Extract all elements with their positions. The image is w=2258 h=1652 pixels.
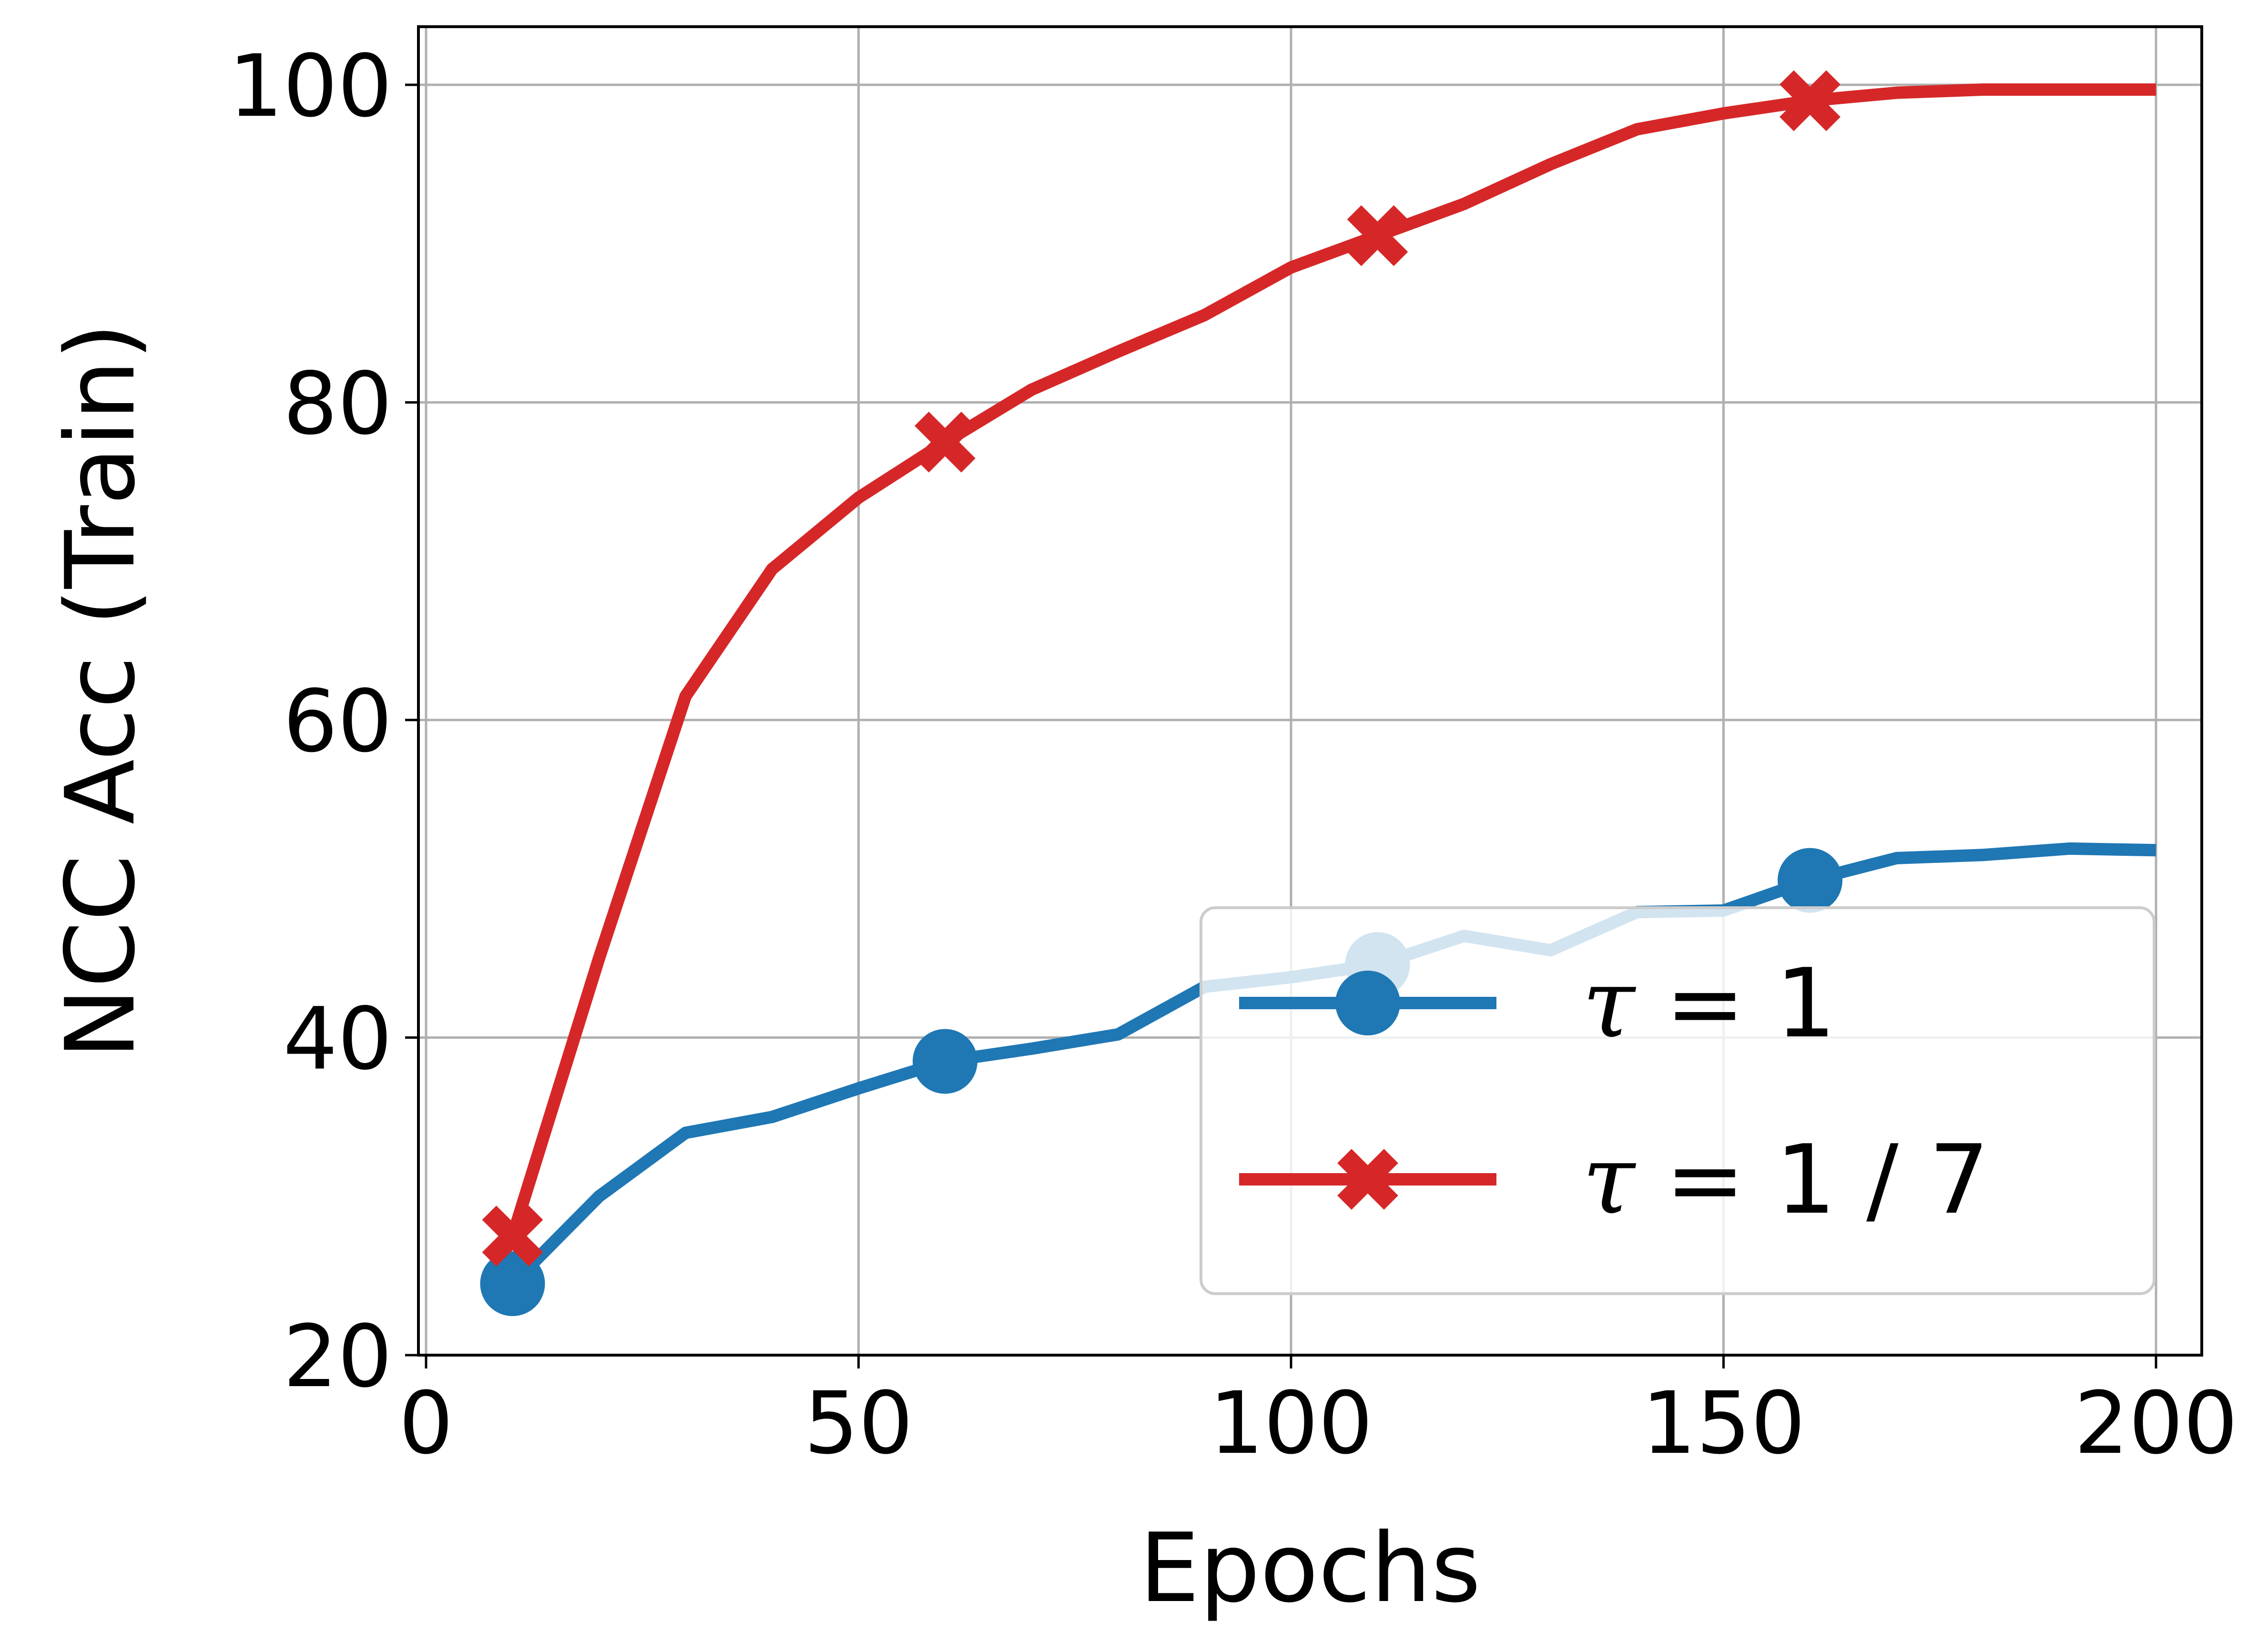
- y-tick-label: 100: [228, 37, 392, 136]
- series-marker-x: [1780, 70, 1841, 132]
- series-line: [507, 83, 2156, 1238]
- series-marker-x: [1337, 1149, 1398, 1210]
- y-tick-label: 40: [283, 990, 392, 1089]
- legend-label: τ = 1: [1582, 948, 1836, 1059]
- legend-entry-2: τ = 1 / 7: [1239, 1125, 1989, 1236]
- legend-label-value: = 1: [1635, 948, 1836, 1059]
- y-tick-label: 80: [283, 355, 392, 454]
- axis-ticks: 0 50 100 150 200 20 40 60 80 100: [228, 37, 2238, 1473]
- y-tick-label: 60: [283, 672, 392, 771]
- x-tick-label: 150: [1642, 1374, 1806, 1473]
- legend: τ = 1τ = 1 / 7: [1200, 906, 2156, 1295]
- series-marker-circle: [1335, 971, 1400, 1035]
- legend-entry-1: τ = 1: [1239, 948, 1836, 1059]
- series-1: [480, 842, 2156, 1317]
- y-axis-title: NCC Acc (Train): [45, 323, 156, 1059]
- legend-tau-symbol: τ: [1582, 948, 1637, 1059]
- x-axis-title: Epochs: [1139, 1513, 1481, 1624]
- series-marker-circle: [480, 1251, 545, 1317]
- x-tick-label: 100: [1209, 1374, 1373, 1473]
- x-tick-label: 0: [399, 1374, 454, 1473]
- series-2: [482, 70, 2156, 1267]
- series-marker-x: [915, 411, 976, 473]
- legend-label-value: = 1 / 7: [1635, 1125, 1990, 1236]
- series-marker-x: [482, 1206, 543, 1267]
- legend-label: τ = 1 / 7: [1582, 1125, 1989, 1236]
- y-tick-label: 20: [283, 1307, 392, 1407]
- legend-tau-symbol: τ: [1582, 1125, 1637, 1236]
- x-tick-label: 200: [2074, 1374, 2238, 1473]
- series-marker-circle: [1778, 848, 1842, 913]
- x-tick-label: 50: [804, 1374, 913, 1473]
- series-marker-x: [1347, 205, 1408, 266]
- plot-frame: [417, 25, 2203, 1357]
- series-layer: [480, 70, 2156, 1317]
- series-marker-circle: [913, 1029, 977, 1094]
